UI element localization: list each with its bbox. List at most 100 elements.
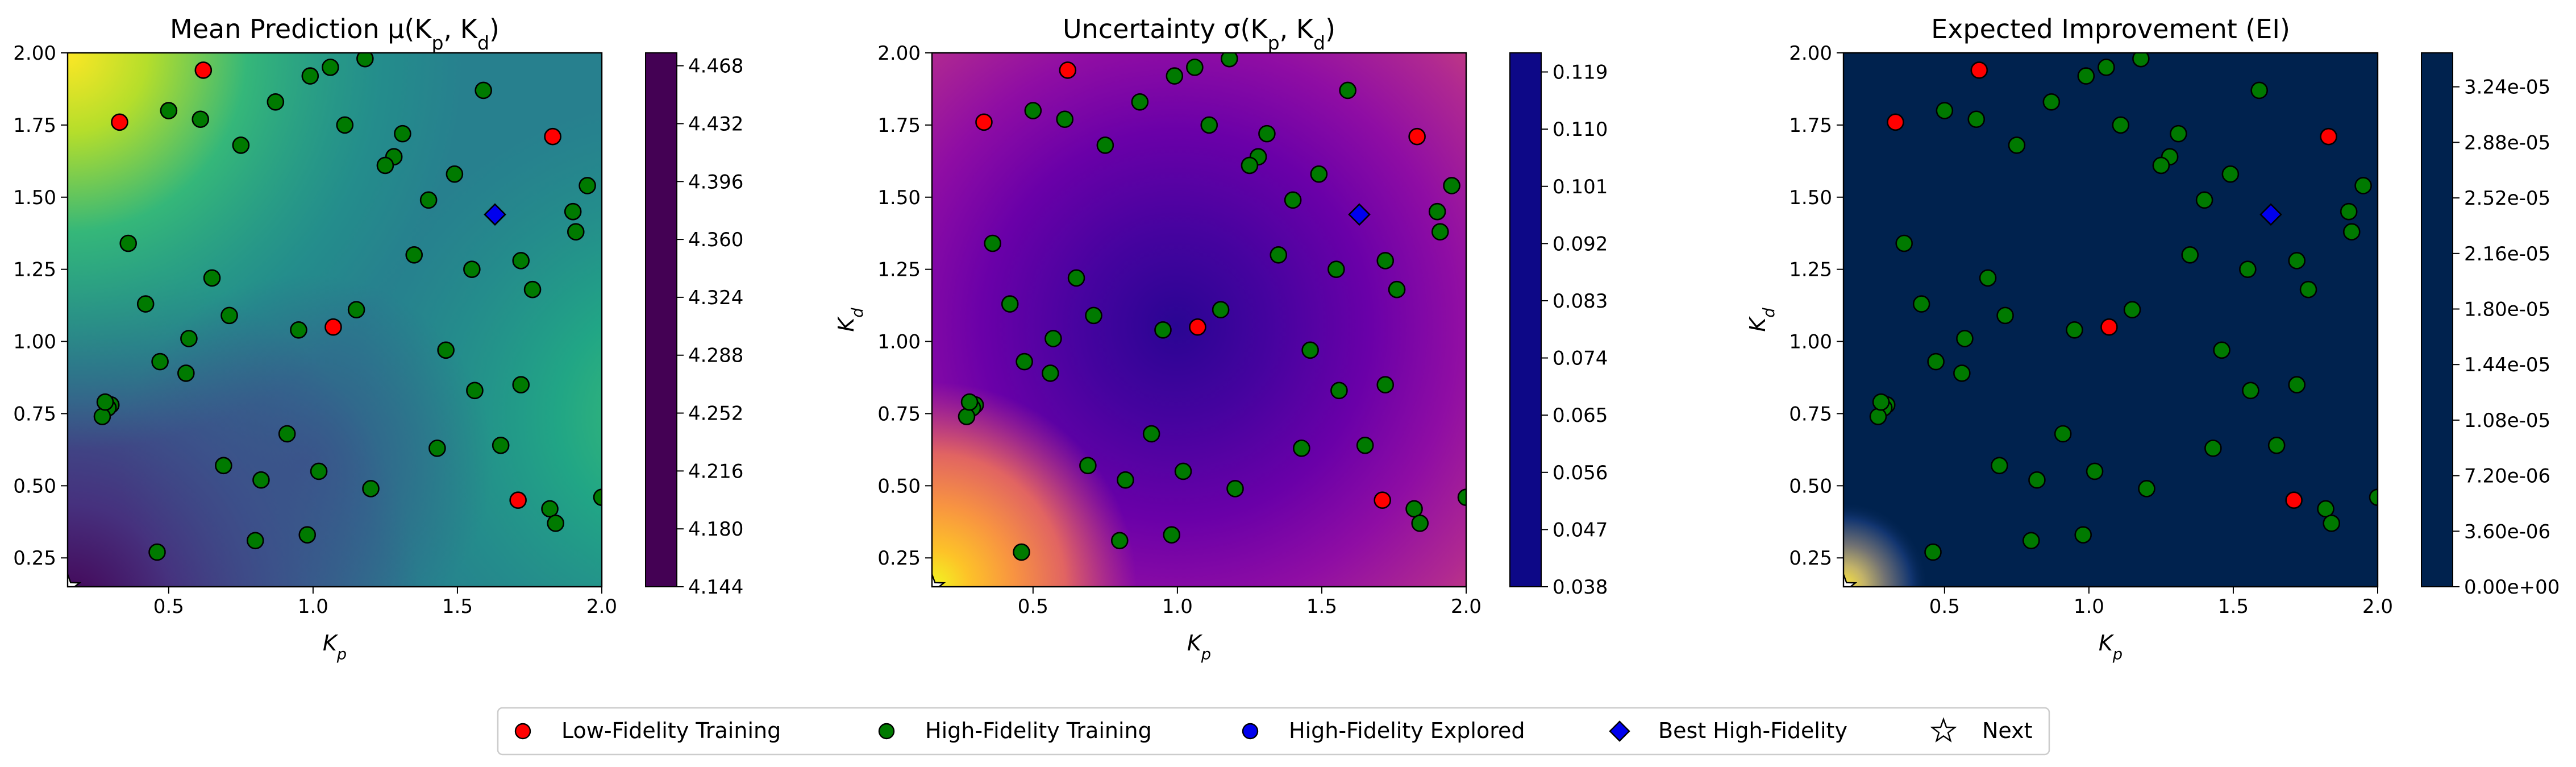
high-fidelity-point (2239, 260, 2257, 278)
high-fidelity-point (151, 353, 169, 371)
colorbar-tick-label: 4.360 (688, 229, 743, 251)
high-fidelity-point (252, 471, 270, 489)
high-fidelity-point (1956, 330, 1974, 347)
high-fidelity-point (1258, 125, 1276, 143)
legend-label: High-Fidelity Training (925, 718, 1152, 743)
high-fidelity-point (567, 223, 585, 241)
colorbar (1509, 52, 1542, 587)
low-fidelity-point (1408, 127, 1426, 146)
high-fidelity-point (958, 408, 976, 425)
high-fidelity-point (1457, 488, 1466, 506)
high-fidelity-point (512, 376, 530, 394)
high-fidelity-point (215, 457, 232, 475)
high-fidelity-point (267, 93, 285, 111)
plot-frame (66, 52, 603, 588)
y-tick-label: 1.25 (13, 259, 56, 281)
high-fidelity-point (1042, 364, 1059, 382)
high-fidelity-point (1096, 136, 1114, 154)
next-point (1843, 572, 1858, 587)
low-fidelity-point (1970, 61, 1988, 79)
high-fidelity-point (428, 440, 446, 457)
high-fidelity-point (1411, 515, 1429, 532)
x-tick-label: 2.0 (586, 595, 617, 618)
colorbar-tick-label: 3.60e-06 (2464, 520, 2550, 543)
colorbar-tick-label: 2.52e-05 (2464, 187, 2550, 210)
high-fidelity-point (1212, 301, 1230, 319)
high-fidelity-point (232, 136, 250, 154)
high-fidelity-point (2077, 67, 2095, 85)
high-fidelity-point (322, 59, 339, 76)
low-fidelity-point (2100, 318, 2118, 336)
colorbar-tick-label: 0.065 (1553, 404, 1608, 427)
colorbar-tick-label: 0.101 (1553, 176, 1608, 198)
high-fidelity-point (2066, 321, 2083, 339)
high-fidelity-point (1056, 110, 1074, 128)
y-tick-label: 0.75 (877, 403, 921, 425)
high-fidelity-point (579, 177, 596, 194)
high-fidelity-point (96, 393, 114, 411)
high-fidelity-point (1339, 81, 1356, 99)
high-fidelity-point (2074, 526, 2092, 544)
plot-frame (1842, 52, 2379, 588)
high-fidelity-point (301, 67, 319, 85)
y-tick-label: 1.50 (877, 186, 921, 209)
high-fidelity-point (463, 260, 481, 278)
high-fidelity-point (203, 269, 221, 287)
high-fidelity-point (1912, 295, 1930, 313)
high-fidelity-point (278, 425, 296, 443)
high-fidelity-point (541, 500, 559, 518)
high-fidelity-point (1001, 295, 1019, 313)
high-fidelity-point (1996, 306, 2014, 325)
y-tick-label: 1.50 (13, 186, 56, 209)
high-fidelity-point (1301, 341, 1319, 359)
high-fidelity-point (2112, 116, 2130, 134)
high-fidelity-point (2299, 280, 2317, 298)
high-fidelity-point (475, 81, 492, 99)
y-tick-label: 1.00 (1789, 331, 1832, 354)
legend-marker (1930, 717, 1957, 743)
low-fidelity-point (111, 113, 128, 131)
high-fidelity-point (960, 393, 979, 411)
high-fidelity-point (1067, 269, 1085, 287)
plot-frame (931, 52, 1467, 588)
low-fidelity-point (2285, 491, 2303, 509)
x-tick-label: 0.5 (1018, 595, 1048, 618)
high-fidelity-point (1163, 526, 1181, 544)
high-fidelity-point (446, 165, 464, 183)
low-fidelity-point (1189, 318, 1206, 336)
high-fidelity-point (2250, 81, 2268, 99)
low-fidelity-point (324, 318, 342, 336)
high-fidelity-point (1356, 436, 1374, 454)
high-fidelity-point (2098, 59, 2115, 76)
high-fidelity-point (1872, 393, 1890, 411)
colorbar-tick-label: 1.08e-05 (2464, 409, 2550, 432)
high-fidelity-point (1376, 252, 1395, 270)
colorbar-tick-label: 3.24e-05 (2464, 76, 2550, 99)
high-fidelity-point (136, 295, 155, 313)
high-fidelity-point (2288, 252, 2306, 270)
high-fidelity-point (160, 102, 178, 119)
high-fidelity-point (437, 341, 455, 359)
high-fidelity-point (2195, 191, 2213, 209)
colorbar-tick-label: 0.038 (1553, 576, 1608, 599)
high-fidelity-point (2354, 177, 2372, 194)
colorbar-tick-label: 4.144 (688, 576, 743, 599)
y-tick-label: 1.75 (877, 114, 921, 137)
high-fidelity-point (1221, 53, 1238, 68)
legend-label: High-Fidelity Explored (1289, 718, 1525, 743)
y-tick-label: 2.00 (13, 42, 56, 65)
x-tick-label: 1.5 (2218, 595, 2249, 618)
high-fidelity-point (2028, 471, 2046, 489)
y-axis-label: Kd (1745, 308, 1778, 332)
high-fidelity-point (1936, 102, 1954, 119)
high-fidelity-point (2170, 125, 2187, 143)
high-fidelity-point (984, 234, 1002, 252)
high-fidelity-point (1013, 543, 1030, 561)
colorbar-tick-label: 4.324 (688, 287, 743, 309)
high-fidelity-point (180, 330, 198, 347)
high-fidelity-point (2086, 462, 2104, 480)
legend-marker (514, 723, 531, 740)
high-fidelity-point (1044, 330, 1062, 347)
high-fidelity-point (1953, 364, 1971, 382)
panel-1: 0.5 1.0 1.5 2.0 0.25 0.50 0.75 1.00 1.25 1.50 1.75… (0, 14, 743, 664)
